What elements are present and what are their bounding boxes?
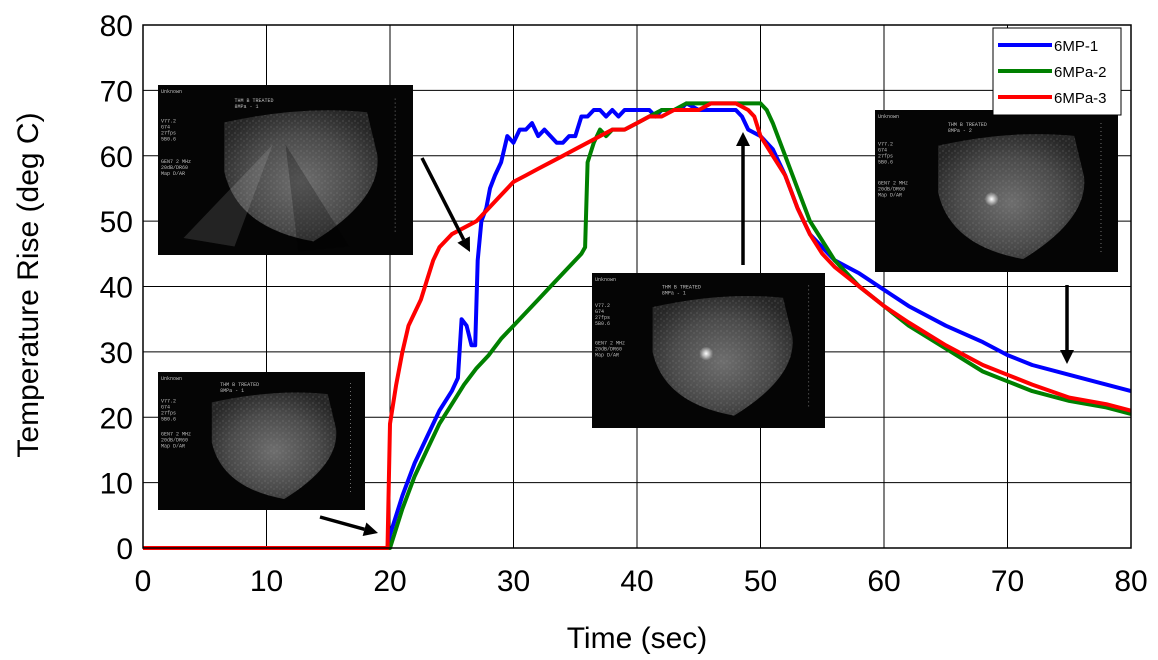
x-tick-label: 70 bbox=[991, 565, 1024, 598]
y-tick-label: 80 bbox=[100, 10, 133, 43]
organ-texture bbox=[652, 296, 793, 416]
ultrasound-side-text: V77.2 bbox=[878, 142, 893, 148]
ultrasound-header-text: Unknown bbox=[161, 89, 182, 95]
arrow-head bbox=[362, 522, 378, 537]
series-line-3 bbox=[143, 101, 1132, 550]
ultrasound-treatment-text: THM B TREATED bbox=[220, 382, 259, 388]
arrow-head bbox=[1060, 350, 1074, 364]
ultrasound-freq-text: GEN7 2 MHz bbox=[161, 431, 191, 437]
y-tick-label: 0 bbox=[116, 533, 133, 566]
ultrasound-treatment-text: 8MPa - 2 bbox=[948, 128, 972, 134]
legend-label: 6MPa-3 bbox=[1054, 90, 1107, 107]
ultrasound-side-text: 5B0.6 bbox=[878, 160, 893, 166]
arrow-head bbox=[736, 132, 750, 146]
legend: 6MP-1 6MPa-2 6MPa-3 bbox=[992, 27, 1122, 116]
ultrasound-treatment-text: THM B TREATED bbox=[235, 98, 274, 104]
ultrasound-freq-text: Map D/AR bbox=[161, 171, 185, 177]
x-tick-label: 30 bbox=[497, 565, 530, 598]
y-tick-label: 60 bbox=[100, 141, 133, 174]
ultrasound-treatment-text: 8MPa - 1 bbox=[662, 291, 686, 297]
ultrasound-side-text: G74 bbox=[878, 148, 887, 154]
arrow-head bbox=[457, 236, 470, 252]
annotation-arrow bbox=[736, 132, 750, 265]
y-tick-label: 10 bbox=[100, 468, 133, 501]
x-tick-label: 10 bbox=[250, 565, 283, 598]
x-tick-label: 40 bbox=[620, 565, 653, 598]
x-axis-title: Time (sec) bbox=[567, 622, 708, 655]
ultrasound-freq-text: GEN7 2 MHz bbox=[595, 340, 625, 346]
organ-texture bbox=[224, 110, 378, 242]
annotation-arrow bbox=[1060, 285, 1074, 364]
ultrasound-side-text: V77.2 bbox=[595, 303, 610, 309]
legend-label: 6MP-1 bbox=[1054, 38, 1098, 55]
annotation-arrow bbox=[420, 157, 470, 252]
ultrasound-side-text: 27fps bbox=[878, 154, 893, 160]
arrow-shaft bbox=[420, 157, 466, 241]
ultrasound-freq-text: Map D/AR bbox=[595, 352, 619, 358]
y-axis-title: Temperature Rise (deg C) bbox=[12, 112, 45, 457]
ultrasound-freq-text: Map D/AR bbox=[161, 443, 185, 449]
ultrasound-treatment-text: 8MPa - 1 bbox=[220, 388, 244, 394]
ultrasound-freq-text: 20dB/DR60 bbox=[161, 165, 188, 171]
y-tick-label: 20 bbox=[100, 402, 133, 435]
annotation-arrows bbox=[319, 132, 1074, 537]
ultrasound-freq-text: 20dB/DR60 bbox=[878, 187, 905, 193]
x-tick-label: 20 bbox=[373, 565, 406, 598]
ultrasound-side-text: V77.2 bbox=[161, 118, 176, 124]
ultrasound-side-text: 27fps bbox=[161, 410, 176, 416]
y-tick-label: 30 bbox=[100, 337, 133, 370]
x-tick-label: 50 bbox=[744, 565, 777, 598]
ultrasound-header-text: Unknown bbox=[595, 277, 616, 283]
shadow-band bbox=[183, 144, 273, 247]
ultrasound-side-text: 27fps bbox=[595, 315, 610, 321]
ultrasound-header-text: Unknown bbox=[161, 376, 182, 382]
plot-frame bbox=[142, 24, 1132, 549]
arrow-shaft bbox=[319, 515, 365, 531]
annotation-arrow bbox=[319, 515, 378, 537]
y-tick-label: 40 bbox=[100, 272, 133, 305]
ultrasound-side-text: 5B0.6 bbox=[161, 416, 176, 422]
organ-texture bbox=[938, 134, 1085, 260]
legend-label: 6MPa-2 bbox=[1054, 64, 1107, 81]
y-tick-label: 50 bbox=[100, 206, 133, 239]
ultrasound-freq-text: GEN7 2 MHz bbox=[878, 181, 908, 187]
x-tick-label: 60 bbox=[867, 565, 900, 598]
ultrasound-side-text: G74 bbox=[595, 309, 604, 315]
ultrasound-side-text: 5B0.6 bbox=[161, 136, 176, 142]
organ-texture bbox=[211, 392, 337, 499]
tick-labels: 0 10 20 30 40 50 60 70 80 0 10 20 30 40 50 60 70 80 bbox=[100, 10, 1148, 598]
ultrasound-freq-text: 20dB/DR60 bbox=[161, 437, 188, 443]
ultrasound-side-text: G74 bbox=[161, 124, 170, 130]
ultrasound-treatment-text: 8MPa - 1 bbox=[235, 104, 259, 110]
ultrasound-freq-text: GEN7 2 MHz bbox=[161, 159, 191, 165]
shadow-band bbox=[285, 144, 350, 252]
hyperechoic-spot bbox=[984, 192, 999, 207]
ultrasound-freq-text: 20dB/DR60 bbox=[595, 346, 622, 352]
x-tick-label: 0 bbox=[135, 565, 152, 598]
x-tick-label: 80 bbox=[1114, 565, 1147, 598]
ultrasound-treatment-text: THM B TREATED bbox=[948, 122, 987, 128]
ultrasound-freq-text: Map D/AR bbox=[878, 193, 902, 199]
ultrasound-side-text: G74 bbox=[161, 404, 170, 410]
hyperechoic-spot bbox=[699, 346, 714, 361]
ultrasound-side-text: 5B0.6 bbox=[595, 321, 610, 327]
series-lines bbox=[143, 101, 1132, 550]
ultrasound-treatment-text: THM B TREATED bbox=[662, 285, 701, 291]
ultrasound-side-text: V77.2 bbox=[161, 398, 176, 404]
ultrasound-header-text: Unknown bbox=[878, 114, 899, 120]
ultrasound-side-text: 27fps bbox=[161, 130, 176, 136]
y-tick-label: 70 bbox=[100, 75, 133, 108]
